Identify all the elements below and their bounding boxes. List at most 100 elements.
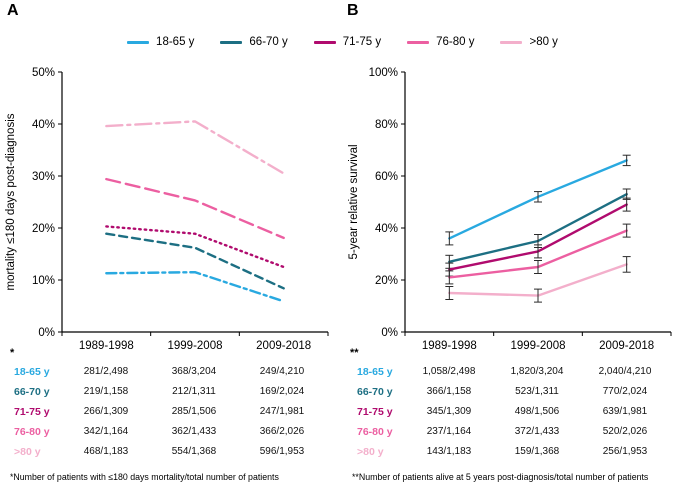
row-label: 66-70 y	[14, 386, 50, 398]
error-bar-18-65-y	[534, 191, 542, 203]
error-bar-71-75-y	[534, 244, 542, 259]
table-cell: 219/1,158	[83, 386, 129, 397]
table-cell: 266/1,309	[83, 406, 129, 417]
series-line-18-65-y	[105, 270, 285, 303]
series-line-76-80-y	[105, 177, 285, 240]
y-tick-label: 10%	[32, 275, 55, 287]
table-cell: 342/1,164	[83, 426, 129, 437]
y-tick-label: 0%	[381, 327, 398, 339]
table-cell: 520/2,026	[602, 426, 648, 437]
row-label: 18-65 y	[14, 366, 50, 378]
legend-item-76-80-y: 76-80 y	[407, 36, 474, 48]
table-cell: 770/2,024	[602, 386, 648, 397]
error-bar-76-80-y	[445, 270, 454, 285]
table-cell: 249/4,210	[259, 366, 305, 377]
table-cell: 169/2,024	[259, 386, 305, 397]
table-cell: 372/1,433	[514, 426, 560, 437]
x-tick-label: 2009-2018	[256, 340, 311, 352]
legend-line-swatch	[313, 40, 336, 44]
x-tick-label: 1999-2008	[511, 340, 566, 352]
y-tick-label: 30%	[32, 171, 55, 183]
table-cell: 362/1,433	[171, 426, 217, 437]
table-cell: 498/1,506	[514, 406, 560, 417]
x-tick-label: 1989-1998	[422, 340, 477, 352]
legend-label: 76-80 y	[436, 36, 475, 48]
legend-label: >80 y	[529, 36, 558, 48]
y-axis-title: 5-year relative survival	[348, 144, 360, 259]
y-tick-label: 100%	[369, 67, 398, 79]
table-cell: 1,058/2,498	[422, 366, 476, 377]
x-tick-label: 2009-2018	[599, 340, 654, 352]
table-cell: 596/1,953	[259, 446, 305, 457]
row-label: 18-65 y	[357, 366, 393, 378]
legend-label: 18-65 y	[156, 36, 195, 48]
table-row-76-80-y: 76-80 y 342/1,164 362/1,433 366/2,026	[0, 422, 342, 442]
error-bar-18-65-y	[622, 154, 631, 167]
y-tick-label: 80%	[375, 119, 398, 131]
table-cell: 237/1,164	[426, 426, 472, 437]
table-cell: 523/1,311	[515, 386, 559, 397]
y-axis-title: mortality ≤180 days post-diagnosis	[5, 113, 17, 290]
table-cell: 285/1,506	[171, 406, 217, 417]
footnote-a: *Number of patients with ≤180 days morta…	[10, 472, 279, 482]
y-tick-label: 20%	[375, 275, 398, 287]
table-cell: 212/1,311	[172, 386, 216, 397]
panel-a-label: A	[7, 2, 19, 19]
table-cell: 639/1,981	[602, 406, 648, 417]
row-label: 71-75 y	[14, 406, 50, 418]
series-line-66-70-y	[105, 232, 285, 290]
table-cell: 366/2,026	[259, 426, 305, 437]
table-row-80-y: >80 y 468/1,183 554/1,368 596/1,953	[0, 442, 342, 462]
row-label: 76-80 y	[14, 426, 50, 438]
table-row-80-y: >80 y 143/1,183 159/1,368 256/1,953	[343, 442, 685, 462]
row-label: >80 y	[357, 446, 384, 458]
table-cell: 281/2,498	[83, 366, 129, 377]
y-tick-label: 20%	[32, 223, 55, 235]
series-line-71-75-y	[105, 225, 285, 269]
table-cell: 159/1,368	[514, 446, 560, 457]
data-table-b: 18-65 y 1,058/2,498 1,820/3,204 2,040/4,210…	[343, 362, 685, 463]
chart-panel-a: 0% 10% 20% 30% 40% 50% 1989-1998 1999-2008 2009-…	[5, 67, 329, 352]
error-bar-80-y	[445, 286, 454, 300]
data-table-a: 18-65 y 281/2,498 368/3,204 249/4,210 66-70 …	[0, 362, 342, 463]
row-label: 76-80 y	[357, 426, 393, 438]
y-tick-label: 60%	[375, 171, 398, 183]
legend-label: 66-70 y	[249, 36, 288, 48]
error-bar-71-75-y	[622, 197, 631, 212]
series-line-80-y	[105, 120, 285, 175]
table-row-76-80-y: 76-80 y 237/1,164 372/1,433 520/2,026	[343, 422, 685, 442]
row-label: >80 y	[14, 446, 41, 458]
legend-label: 71-75 y	[342, 36, 382, 48]
x-tick-label: 1999-2008	[168, 340, 223, 352]
table-row-66-70-y: 66-70 y 366/1,158 523/1,311 770/2,024	[343, 382, 685, 402]
table-cell: 256/1,953	[602, 446, 648, 457]
footnote-b: **Number of patients alive at 5 years po…	[352, 472, 649, 482]
legend-item-71-75-y: 71-75 y	[313, 36, 382, 48]
x-tick-label: 1989-1998	[79, 340, 134, 352]
table-row-71-75-y: 71-75 y 345/1,309 498/1,506 639/1,981	[343, 402, 685, 422]
table-cell: 366/1,158	[426, 386, 472, 397]
table-cell: 368/3,204	[171, 366, 217, 377]
y-tick-label: 0%	[38, 327, 55, 339]
row-label: 71-75 y	[357, 406, 393, 418]
table-row-71-75-y: 71-75 y 266/1,309 285/1,506 247/1,981	[0, 402, 342, 422]
legend-item-66-70-y: 66-70 y	[220, 36, 288, 48]
table-cell: 247/1,981	[259, 406, 305, 417]
table-cell: 345/1,309	[426, 406, 472, 417]
table-cell: 143/1,183	[426, 446, 472, 457]
y-tick-label: 40%	[32, 119, 55, 131]
legend-line-swatch	[407, 40, 430, 44]
table-row-18-65-y: 18-65 y 281/2,498 368/3,204 249/4,210	[0, 362, 342, 382]
table-cell: 2,040/4,210	[598, 366, 652, 377]
legend: 18-65 y 66-70 y 71-75 y 76-80 y >80 y	[0, 36, 685, 48]
table-a-footnote-marker: *	[10, 347, 15, 359]
error-bar-76-80-y	[534, 260, 542, 274]
table-row-18-65-y: 18-65 y 1,058/2,498 1,820/3,204 2,040/4,210	[343, 362, 685, 382]
row-label: 66-70 y	[357, 386, 393, 398]
legend-line-swatch	[127, 40, 150, 44]
error-bar-76-80-y	[622, 223, 631, 238]
chart-panel-b: 0% 20% 40% 60% 80% 100% 1989-1998 1999-2008 2009…	[348, 67, 672, 352]
panel-b-label: B	[347, 2, 359, 19]
error-bar-80-y	[622, 256, 631, 273]
